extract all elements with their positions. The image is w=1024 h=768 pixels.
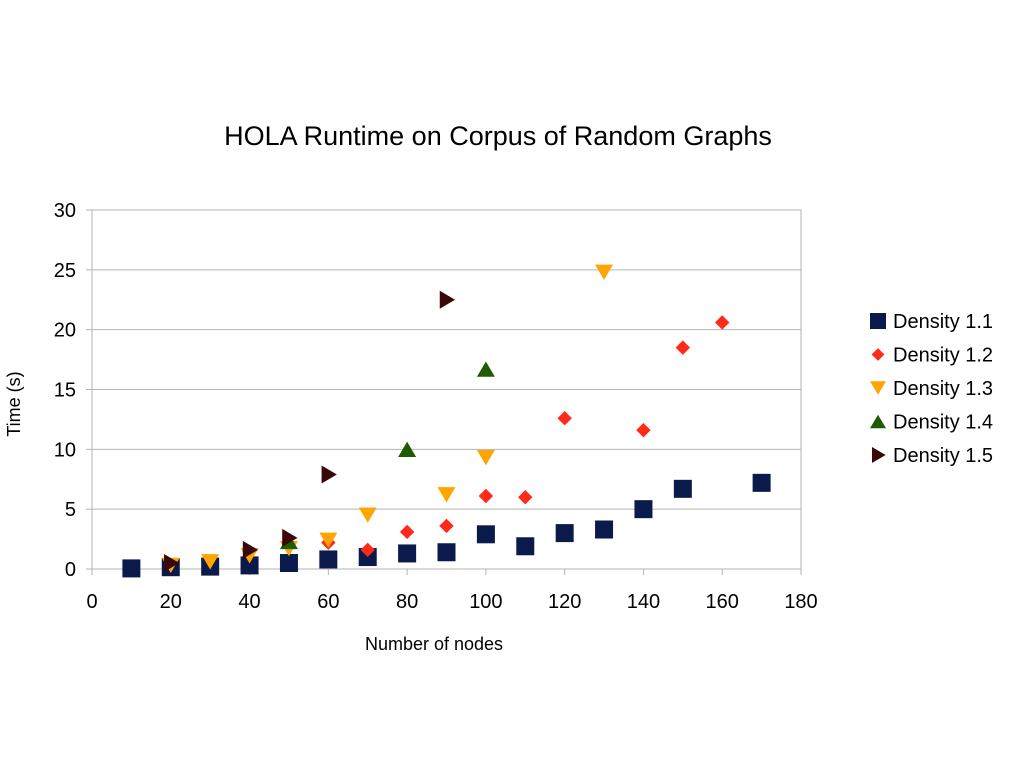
data-point — [476, 450, 495, 466]
data-point — [636, 422, 651, 438]
x-tick-label: 80 — [396, 591, 418, 613]
axis-ticks: 0 5 10 15 20 25 30 0 20 40 60 80 100 120 140 160 180 — [54, 200, 818, 613]
data-point — [478, 488, 494, 504]
data-point — [752, 473, 771, 492]
legend-entry-label: Density 1.4 — [893, 412, 993, 434]
data-point — [595, 520, 614, 539]
data-point — [279, 554, 298, 573]
data-point — [673, 479, 692, 498]
data-point — [319, 550, 338, 569]
x-tick-label: 0 — [86, 591, 97, 613]
data-point — [476, 525, 495, 544]
data-point — [634, 500, 653, 519]
x-tick-label: 20 — [160, 591, 182, 613]
data-point — [122, 559, 141, 578]
y-tick-label: 15 — [54, 380, 76, 402]
x-tick-label: 60 — [317, 591, 339, 613]
legend-marker — [870, 313, 886, 329]
data-point — [240, 556, 259, 575]
data-point — [437, 487, 456, 503]
x-tick-label: 100 — [469, 591, 502, 613]
data-point — [437, 543, 456, 562]
data-point — [476, 361, 495, 377]
data-point — [319, 532, 338, 548]
legend-entry-label: Density 1.5 — [893, 445, 993, 467]
x-tick-label: 40 — [238, 591, 260, 613]
data-point — [595, 264, 614, 280]
x-tick-label: 140 — [627, 591, 660, 613]
data-point — [360, 542, 375, 558]
data-point — [398, 544, 417, 563]
legend-entry-label: Density 1.3 — [893, 378, 993, 400]
legend-marker — [871, 348, 885, 361]
x-axis-label: Number of nodes — [365, 634, 503, 654]
legend: Density 1.1 Density 1.2 Density 1.3 Density… — [870, 311, 993, 467]
x-tick-label: 120 — [548, 591, 581, 613]
y-tick-label: 20 — [54, 320, 76, 342]
y-tick-label: 25 — [54, 260, 76, 282]
data-point — [242, 540, 259, 559]
grid — [92, 209, 801, 510]
y-tick-label: 30 — [54, 200, 76, 222]
y-tick-label: 0 — [65, 559, 76, 581]
y-tick-label: 10 — [54, 439, 76, 461]
data-point — [439, 518, 454, 534]
legend-entry-label: Density 1.1 — [893, 311, 993, 333]
data-point — [399, 524, 415, 540]
data-point — [516, 537, 535, 556]
data-marks — [122, 264, 771, 578]
chart-title: HOLA Runtime on Corpus of Random Graphs — [224, 121, 772, 151]
data-point — [282, 528, 298, 547]
data-point — [201, 554, 220, 570]
data-point — [555, 524, 574, 543]
data-point — [358, 507, 377, 523]
data-point — [321, 465, 337, 484]
legend-marker — [870, 381, 886, 395]
data-point — [557, 411, 572, 426]
x-tick-label: 180 — [784, 591, 817, 613]
data-point — [518, 490, 533, 505]
data-point — [164, 554, 180, 573]
y-tick-label: 5 — [65, 499, 76, 521]
legend-marker — [872, 447, 886, 463]
legend-marker — [870, 414, 886, 429]
data-point — [398, 441, 417, 457]
y-axis-label: Time (s) — [4, 371, 24, 436]
data-point — [715, 315, 730, 330]
legend-entry-label: Density 1.2 — [893, 345, 993, 367]
data-point — [439, 290, 456, 309]
data-point — [675, 340, 691, 355]
x-tick-label: 160 — [706, 591, 739, 613]
